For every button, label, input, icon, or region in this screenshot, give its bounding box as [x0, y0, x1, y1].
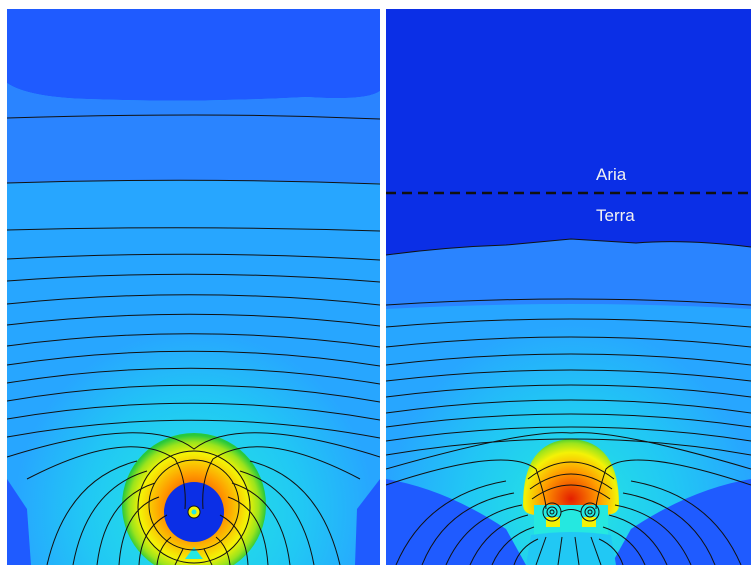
- left-glow: [7, 257, 380, 565]
- air-label: Aria: [596, 165, 627, 184]
- left-radial-lines: [7, 432, 380, 565]
- right-radial-lines: [395, 480, 742, 565]
- left-corner-right: [355, 479, 380, 565]
- right-bottom-right: [611, 479, 751, 565]
- right-field-lines: [386, 238, 751, 510]
- left-conductor-center: [191, 509, 197, 515]
- right-bottom-left: [386, 479, 526, 565]
- left-top-band: [7, 9, 380, 101]
- right-conductor-right-hot: [582, 517, 596, 527]
- left-bottom-wedge: [185, 547, 203, 559]
- right-field-svg: [386, 9, 751, 565]
- right-ground-top-band: [386, 239, 751, 309]
- right-hot-zone: [523, 439, 619, 515]
- left-upper-band: [7, 83, 380, 184]
- right-air-region: [386, 9, 751, 255]
- right-field-plot: Aria Terra: [386, 9, 751, 565]
- left-field-svg: [7, 9, 380, 565]
- ground-label: Terra: [596, 206, 635, 225]
- right-lower-zone: [526, 532, 616, 565]
- right-conductor-rings: [542, 502, 600, 522]
- right-conductor-left-hot: [546, 517, 560, 527]
- left-field-lines: [7, 114, 380, 439]
- left-field-plot: [7, 9, 380, 565]
- left-corner-left: [7, 479, 31, 565]
